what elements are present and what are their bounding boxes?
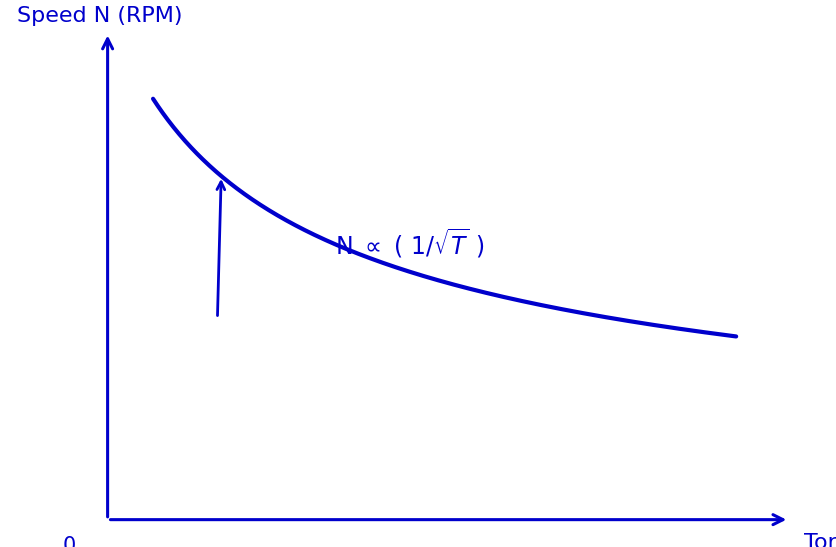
- Text: N $\propto$ ( 1/$\sqrt{T}$ ): N $\propto$ ( 1/$\sqrt{T}$ ): [334, 226, 483, 260]
- Text: Torque (N - m): Torque (N - m): [803, 533, 836, 547]
- Text: 0: 0: [63, 536, 76, 547]
- Text: Speed N (RPM): Speed N (RPM): [17, 6, 182, 26]
